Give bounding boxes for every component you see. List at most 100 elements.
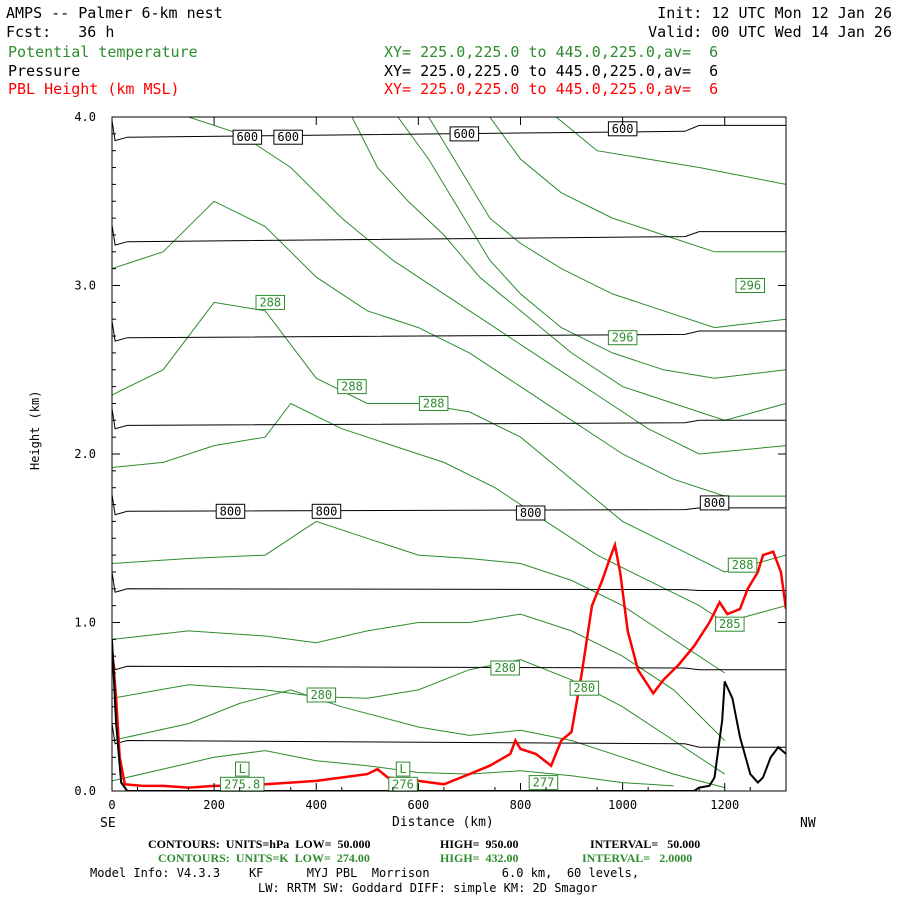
theta-label-box (490, 660, 520, 676)
theta-contour-298 (428, 117, 786, 329)
footer-theta-contours-3: INTERVAL= 2.0000 (582, 851, 693, 865)
theta-label: 296 (739, 279, 761, 293)
init-time: Init: 12 UTC Mon 12 Jan 26 (657, 4, 892, 22)
y-tick-label: 4.0 (74, 110, 96, 124)
theta-label: 288 (732, 558, 754, 572)
terrain-line (112, 639, 786, 791)
theta-label: 296 (612, 331, 634, 345)
theta-label: 288 (423, 397, 445, 411)
axis-ticks: 0 200 400 600 800 1000 1200 0.0 1.0 2.0 3.0 4.0 (74, 110, 786, 812)
pressure-label: 600 (453, 127, 475, 141)
theta-contour-300 (489, 117, 786, 253)
pressure-contours (112, 120, 786, 748)
theta-label: L (239, 762, 246, 776)
pressure-label-box (449, 126, 480, 142)
theta-label-box (528, 775, 559, 791)
legend-pbl-label: PBL Height (km MSL) (8, 80, 180, 98)
pressure-label: 600 (236, 130, 258, 144)
legend-pressure-label: Pressure (8, 62, 81, 80)
theta-label: 288 (341, 380, 363, 394)
pressure-label-box (515, 505, 546, 521)
theta-label: 280 (573, 681, 595, 695)
pressure-label: 800 (316, 504, 338, 518)
footer-pressure-contours-1: CONTOURS: UNITS=hPa LOW= 50.000 (148, 837, 371, 851)
theta-contour-296 (397, 117, 786, 379)
theta-contour-290 (112, 200, 786, 497)
pressure-contour-900 (112, 649, 786, 671)
y-tick-label: 2.0 (74, 447, 96, 461)
forecast-hour: Fcst: 36 h (6, 23, 115, 41)
direction-nw: NW (800, 816, 816, 831)
pressure-label-box (273, 129, 303, 145)
theta-contour-284 (112, 520, 725, 674)
legend-pressure-xy: XY= 225.0,225.0 to 445.0,225.0,av= 6 (384, 62, 719, 80)
pressure-label: 600 (277, 130, 299, 144)
pressure-label-box (232, 129, 263, 145)
footer-pressure-contours-2: HIGH= 950.00 (440, 837, 519, 851)
theta-label: 280 (310, 688, 332, 702)
pressure-contour-800 (112, 494, 786, 516)
theta-contour-278 (112, 689, 725, 789)
legend-theta-label: Potential temperature (8, 43, 198, 61)
theta-label: 276 (392, 777, 414, 791)
theta-label-box (255, 294, 285, 310)
theta-label-box (235, 761, 250, 777)
x-tick-label: 600 (408, 798, 430, 812)
x-tick-label: 200 (203, 798, 225, 812)
pressure-label-box (215, 503, 246, 519)
theta-contour-294 (351, 117, 786, 421)
pressure-contour-700 (112, 320, 786, 342)
footer-theta-contours-1: CONTOURS: UNITS=K LOW= 274.00 (158, 851, 370, 865)
footer-physics: LW: RRTM SW: Goddard DIFF: simple KM: 2D… (258, 881, 598, 895)
valid-time: Valid: 00 UTC Wed 14 Jan 26 (648, 23, 892, 41)
x-axis-label: Distance (km) (392, 815, 494, 830)
theta-label: 280 (494, 661, 516, 675)
theta-label-box (607, 330, 638, 346)
pressure-label: 800 (220, 504, 242, 518)
x-tick-label: 400 (305, 798, 327, 812)
footer-pressure-contours-3: INTERVAL= 50.000 (590, 837, 701, 851)
x-tick-label: 1000 (608, 798, 637, 812)
theta-label: 285 (719, 617, 741, 631)
y-axis-label: Height (km) (28, 390, 42, 470)
theta-contour-276 (112, 750, 674, 787)
pressure-contour-850 (112, 571, 786, 593)
theta-label-box (727, 557, 758, 573)
model-title: AMPS -- Palmer 6-km nest (6, 4, 223, 22)
pressure-contour-950 (112, 723, 786, 748)
pressure-contour-650 (112, 224, 786, 246)
theta-contours (112, 117, 786, 789)
direction-se: SE (100, 816, 116, 831)
pressure-contour-600 (112, 120, 786, 142)
theta-contour-286 (112, 402, 786, 624)
pressure-label-box (699, 495, 730, 511)
theta-label: L (399, 762, 406, 776)
pressure-label: 800 (704, 496, 726, 510)
theta-label: 288 (259, 295, 281, 309)
theta-contour-292 (188, 117, 786, 455)
theta-contour-282 (112, 613, 726, 741)
contour-labels: 600 600 600 600 800 800 800 800 288 288 288 296 296 2… (215, 121, 765, 792)
theta-label-box (306, 687, 337, 703)
theta-label: 277 (533, 776, 555, 790)
theta-label-box (418, 396, 449, 411)
theta-label-box (569, 680, 600, 696)
x-tick-label: 0 (108, 798, 115, 812)
theta-label-box (735, 278, 765, 293)
theta-contour-280 (112, 659, 725, 775)
legend-theta-xy: XY= 225.0,225.0 to 445.0,225.0,av= 6 (384, 43, 719, 61)
theta-contour-302 (555, 117, 786, 185)
legend-pbl-xy: XY= 225.0,225.0 to 445.0,225.0,av= 6 (384, 80, 719, 98)
footer-theta-contours-2: HIGH= 432.00 (440, 851, 519, 865)
y-tick-label: 0.0 (74, 784, 96, 798)
x-tick-label: 800 (510, 798, 532, 812)
pressure-contour-750 (112, 408, 786, 430)
theta-label: 275.8 (224, 777, 260, 791)
theta-label-box (395, 761, 411, 777)
pressure-label: 800 (520, 506, 542, 520)
pressure-label-box (311, 503, 342, 519)
plot-frame (111, 116, 787, 792)
y-tick-label: 3.0 (74, 279, 96, 293)
x-tick-label: 1200 (710, 798, 739, 812)
